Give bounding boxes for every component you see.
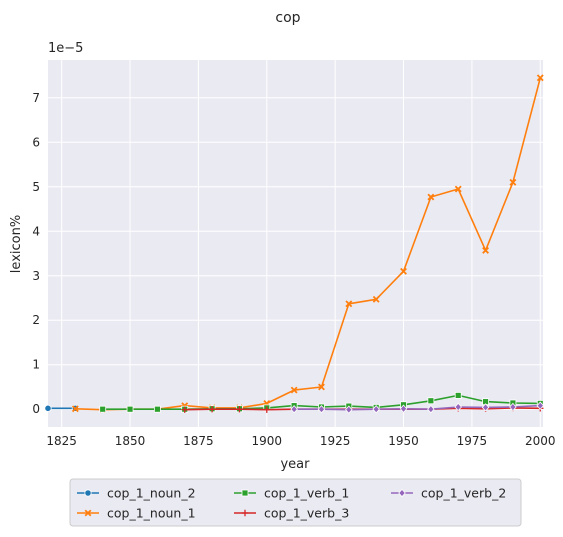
data-point [536, 401, 545, 410]
x-axis-label: year [280, 457, 310, 472]
data-point [44, 404, 52, 412]
x-tick-label: 1975 [457, 434, 488, 448]
data-point [372, 405, 380, 414]
data-point [71, 405, 79, 413]
y-axis-label: lexicon% [9, 215, 24, 273]
data-point [153, 405, 161, 413]
legend-label: cop_1_noun_2 [107, 486, 196, 501]
data-point [372, 295, 380, 303]
y-tick-label: 5 [32, 180, 40, 194]
data-point [345, 405, 353, 414]
x-tick-label: 1950 [388, 434, 419, 448]
data-point [318, 383, 325, 391]
y-tick-label: 1 [32, 358, 40, 372]
series-layer [44, 74, 545, 414]
data-point [509, 402, 517, 412]
data-point [454, 402, 462, 412]
data-point [400, 267, 407, 275]
data-point [236, 406, 243, 413]
data-point [345, 300, 353, 308]
data-point [126, 405, 134, 413]
y-tick-label: 3 [32, 269, 40, 283]
x-tick-label: 1925 [320, 434, 351, 448]
data-point [290, 386, 298, 394]
x-tick-label: 1875 [183, 434, 214, 448]
legend-label: cop_1_noun_1 [107, 506, 196, 521]
legend-marker [84, 489, 92, 497]
legend-frame [69, 478, 522, 527]
data-point [454, 185, 462, 193]
data-point [536, 74, 544, 82]
legend-item: cop_1_noun_1 [77, 506, 196, 521]
y-tick-label: 4 [32, 224, 40, 238]
data-point [427, 397, 435, 405]
data-point [208, 406, 216, 413]
y-offset-label: 1e−5 [48, 41, 83, 56]
legend-item: cop_1_verb_1 [234, 486, 349, 501]
data-point [99, 405, 107, 413]
data-point [454, 392, 462, 399]
x-tick-label: 2000 [525, 434, 556, 448]
legend-item: cop_1_verb_2 [391, 486, 506, 501]
data-point [482, 246, 490, 254]
x-tick-label: 1900 [252, 434, 283, 448]
y-tick-label: 0 [32, 402, 40, 416]
legend: cop_1_noun_2 cop_1_noun_1 cop_1_verb_1 cop_… [69, 478, 522, 527]
data-point [290, 405, 298, 414]
data-point [399, 404, 408, 413]
y-tick-label: 7 [32, 91, 40, 105]
legend-label: cop_1_verb_1 [264, 486, 349, 501]
data-point [181, 406, 188, 413]
legend-label: cop_1_verb_3 [264, 506, 349, 521]
data-point [427, 193, 435, 201]
legend-marker [241, 509, 249, 517]
legend-marker [241, 489, 249, 497]
data-point [509, 178, 517, 186]
data-point [317, 405, 326, 414]
legend-marker [84, 509, 92, 517]
plot-area [48, 60, 543, 427]
y-tick-label: 6 [32, 135, 40, 149]
chart-title: cop [275, 10, 300, 26]
x-tick-label: 1850 [115, 434, 146, 448]
x-tick-label: 1825 [46, 434, 77, 448]
legend-item: cop_1_verb_3 [234, 506, 349, 521]
legend-marker [398, 488, 406, 498]
series-cop_1_verb_2 [290, 401, 545, 414]
data-point [427, 405, 435, 414]
legend-items: cop_1_noun_2 cop_1_noun_1 cop_1_verb_1 cop_… [77, 486, 506, 521]
data-point [263, 406, 270, 413]
tick-layer: 1825 1850 1875 1900 1925 1950 1975 2000 0 1 2 3 4 5 6 7 [32, 91, 555, 448]
data-point [481, 403, 490, 412]
series-line [294, 404, 541, 411]
y-tick-label: 2 [32, 313, 40, 327]
legend-item: cop_1_noun_2 [77, 486, 196, 501]
legend-label: cop_1_verb_2 [421, 486, 506, 501]
